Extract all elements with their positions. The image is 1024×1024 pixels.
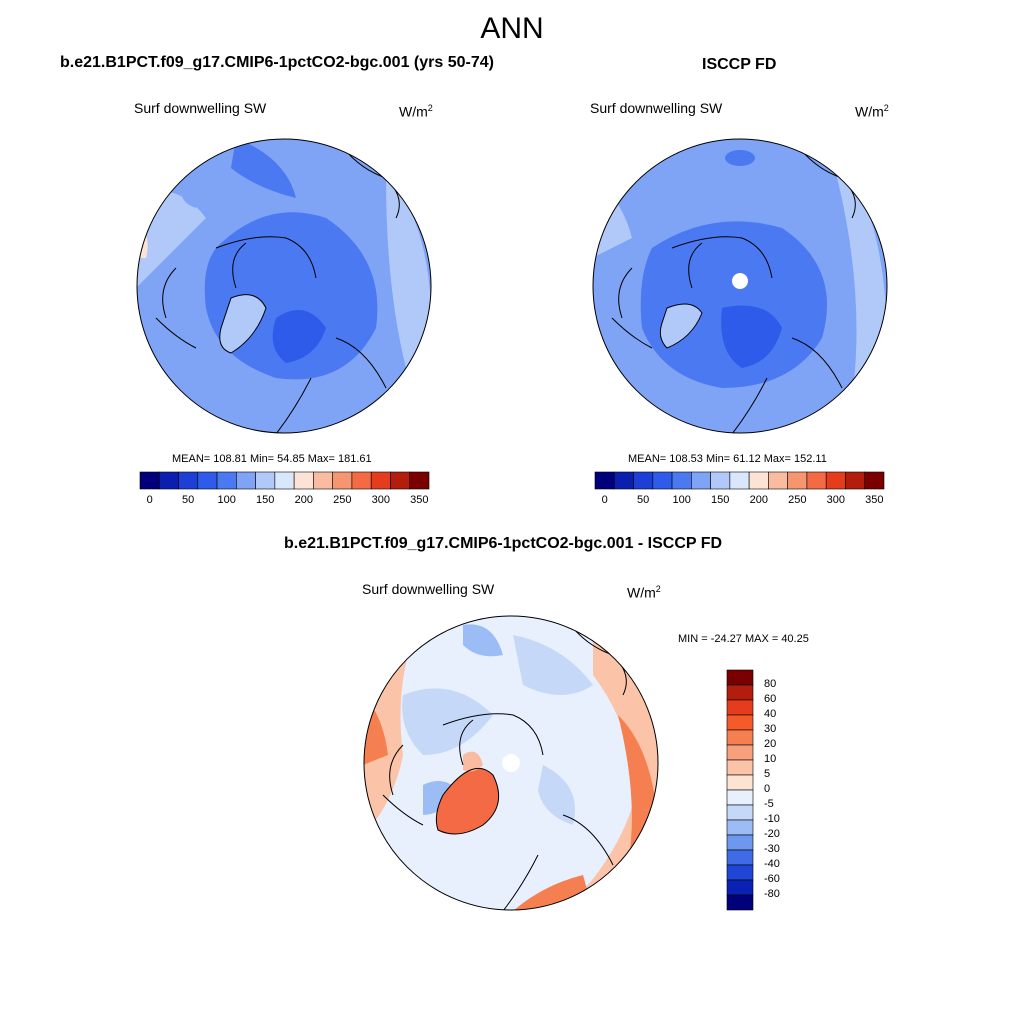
colorbar-tick-label: 80 [764,678,777,690]
colorbar-tick-label: -30 [764,843,780,855]
colorbar-tick-label: 300 [371,494,390,506]
colorbar-tick-label: -20 [764,828,780,840]
panel1-units: W/m2 [399,103,433,120]
colorbar-tick-label: 20 [764,738,777,750]
colorbar-tick-label: 150 [711,494,730,506]
colorbar-tick-label: -10 [764,813,780,825]
colorbar-tick-label: -5 [764,798,774,810]
colorbar-swatch [726,864,754,881]
colorbar-swatch [726,819,754,836]
panel2-units: W/m2 [855,103,889,120]
colorbar-tick-label: 200 [294,494,313,506]
colorbar-swatch [806,471,827,490]
colorbar-tick-label: 0 [601,494,608,506]
colorbar-swatch [652,471,673,490]
colorbar-tick-label: 350 [865,494,884,506]
colorbar-swatch [691,471,711,490]
colorbar-swatch [216,471,237,490]
colorbar-tick-label: 100 [672,494,691,506]
panel1-title: b.e21.B1PCT.f09_g17.CMIP6-1pctCO2-bgc.00… [60,54,494,71]
colorbar-swatch [726,834,754,851]
panel2-title: ISCCP FD [702,56,777,73]
colorbar-swatch [274,471,295,490]
colorbar-swatch [726,699,754,716]
colorbar-swatch [178,471,199,490]
colorbar-tick-label: 50 [637,494,650,506]
colorbar-swatch [825,471,846,490]
panel3-variable-label: Surf downwelling SW [362,581,495,597]
colorbar-tick-label: 5 [764,768,771,780]
colorbar-swatch [726,789,754,806]
colorbar-tick-label: -60 [764,873,780,885]
panel2-polar-map [592,138,888,434]
panel1-polar-map [136,138,432,434]
panel1-colorbar [139,471,430,490]
main-title: ANN [480,12,544,45]
colorbar-swatch [726,759,754,776]
panel2-stats: MEAN= 108.53 Min= 61.12 Max= 152.11 [628,453,827,465]
colorbar-swatch [351,471,372,490]
colorbar-swatch [293,471,314,490]
panel3-colorbar [726,669,754,911]
colorbar-swatch [768,471,788,490]
panel3-stats: MIN = -24.27 MAX = 40.25 [678,633,809,645]
colorbar-tick-label: 200 [749,494,768,506]
colorbar-swatch [748,471,769,490]
colorbar-tick-label: 0 [146,494,153,506]
colorbar-swatch [139,471,160,490]
panel1-colorbar-ticks: 0 50 100 150 200 250 300 350 [140,494,429,508]
colorbar-tick-label: 40 [764,708,777,720]
colorbar-swatch [613,471,634,490]
colorbar-swatch [390,471,411,490]
panel2-variable-label: Surf downwelling SW [590,100,723,116]
colorbar-swatch [197,471,218,490]
colorbar-swatch [236,471,256,490]
colorbar-swatch [594,471,615,490]
colorbar-swatch [726,849,754,866]
colorbar-swatch [726,714,754,731]
colorbar-tick-label: 300 [826,494,845,506]
colorbar-swatch [726,684,754,701]
colorbar-swatch [409,471,430,490]
colorbar-swatch [845,471,866,490]
panel3-units: W/m2 [627,584,661,601]
colorbar-swatch [726,804,754,821]
colorbar-tick-label: 100 [217,494,236,506]
panel3-colorbar-ticks: 80 60 40 30 20 10 5 0 -5 -10 -20 -30 -40 -60 -80 [760,670,800,910]
colorbar-tick-label: 10 [764,753,777,765]
colorbar-tick-label: 30 [764,723,777,735]
colorbar-swatch [313,471,333,490]
panel2-colorbar-ticks: 0 50 100 150 200 250 300 350 [595,494,884,508]
colorbar-tick-label: 150 [256,494,275,506]
colorbar-tick-label: -40 [764,858,780,870]
colorbar-swatch [255,471,276,490]
colorbar-tick-label: -80 [764,888,780,900]
colorbar-swatch [726,729,754,746]
colorbar-swatch [726,894,754,911]
panel3-polar-map [363,615,659,911]
panel3-title: b.e21.B1PCT.f09_g17.CMIP6-1pctCO2-bgc.00… [284,535,723,552]
colorbar-swatch [726,669,754,686]
colorbar-swatch [633,471,654,490]
colorbar-swatch [710,471,731,490]
colorbar-swatch [729,471,750,490]
colorbar-tick-label: 0 [764,783,771,795]
colorbar-swatch [671,471,692,490]
colorbar-swatch [787,471,808,490]
panel1-variable-label: Surf downwelling SW [134,100,267,116]
colorbar-swatch [864,471,885,490]
colorbar-swatch [726,774,754,791]
colorbar-swatch [332,471,353,490]
colorbar-tick-label: 250 [788,494,807,506]
colorbar-tick-label: 250 [333,494,352,506]
panel1-stats: MEAN= 108.81 Min= 54.85 Max= 181.61 [172,453,372,465]
colorbar-swatch [726,879,754,896]
colorbar-tick-label: 60 [764,693,777,705]
colorbar-tick-label: 50 [182,494,195,506]
colorbar-tick-label: 350 [410,494,429,506]
panel2-colorbar [594,471,885,490]
colorbar-swatch [726,744,754,761]
colorbar-swatch [158,471,179,490]
colorbar-swatch [370,471,391,490]
